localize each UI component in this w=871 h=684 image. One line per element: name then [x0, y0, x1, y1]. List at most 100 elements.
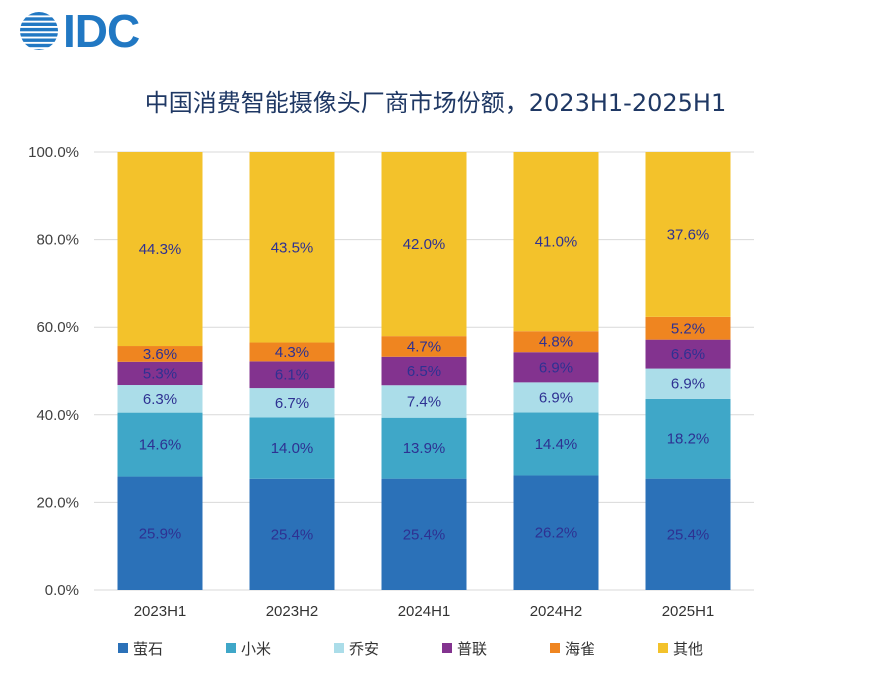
legend-item: 普联 — [442, 640, 487, 658]
y-tick-label: 80.0% — [36, 232, 79, 249]
legend-label: 萤石 — [133, 640, 163, 658]
data-label: 18.2% — [667, 431, 710, 448]
x-tick-label: 2023H2 — [266, 603, 319, 620]
bar-stack: 26.2% 14.4% 6.9% 6.9% 4.8% 41.0% — [513, 152, 599, 590]
legend-item: 萤石 — [118, 640, 163, 658]
data-label: 41.0% — [535, 234, 578, 251]
bar-stack: 25.9% 14.6% 6.3% 5.3% 3.6% 44.3% — [117, 152, 203, 590]
data-label: 3.6% — [143, 346, 177, 363]
x-tick-label: 2024H2 — [530, 603, 583, 620]
chart-title: 中国消费智能摄像头厂商市场份额，2023H1-2025H1 — [144, 89, 727, 117]
data-label: 25.4% — [403, 526, 446, 543]
legend-label: 海雀 — [565, 640, 595, 658]
bar-segment — [249, 417, 335, 479]
bar-segment — [117, 346, 203, 362]
y-tick-label: 40.0% — [36, 407, 79, 424]
bar-segment — [249, 388, 335, 418]
legend-swatch — [118, 643, 128, 653]
data-label: 26.2% — [535, 525, 578, 542]
bar-segment — [645, 339, 731, 369]
data-label: 6.1% — [275, 367, 309, 384]
legend-item: 乔安 — [334, 640, 379, 658]
data-label: 44.3% — [139, 241, 182, 258]
bar-segment — [249, 342, 335, 362]
data-label: 42.0% — [403, 236, 446, 253]
bar-segment — [645, 478, 731, 590]
legend-swatch — [442, 643, 452, 653]
data-label: 14.6% — [139, 437, 182, 454]
bar-stack: 25.4% 13.9% 7.4% 6.5% 4.7% 42.0% — [381, 152, 467, 590]
legend: 萤石 小米 乔安 普联 海雀 其他 — [118, 640, 703, 658]
data-label: 13.9% — [403, 440, 446, 457]
bar-segment — [381, 336, 467, 357]
bar-segment — [117, 385, 203, 413]
x-axis: 2023H1 2023H2 2024H1 2024H2 2025H1 — [134, 603, 715, 620]
x-tick-label: 2025H1 — [662, 603, 715, 620]
legend-label: 其他 — [673, 640, 703, 658]
data-label: 6.9% — [539, 389, 573, 406]
legend-swatch — [658, 643, 668, 653]
bar-segment — [645, 398, 731, 479]
bar-segment — [381, 478, 467, 590]
bar-segment — [381, 152, 467, 337]
y-tick-label: 100.0% — [28, 144, 79, 161]
data-label: 5.3% — [143, 365, 177, 382]
data-label: 6.9% — [539, 359, 573, 376]
data-label: 37.6% — [667, 226, 710, 243]
bars: 25.9% 14.6% 6.3% 5.3% 3.6% 44.3% 25.4% 14.0% 6.7… — [117, 152, 731, 590]
legend-swatch — [226, 643, 236, 653]
y-tick-label: 20.0% — [36, 494, 79, 511]
legend-label: 普联 — [457, 640, 487, 658]
bar-segment — [249, 152, 335, 343]
data-label: 6.7% — [275, 395, 309, 412]
logo-text: IDC — [63, 5, 140, 57]
data-label: 6.9% — [671, 376, 705, 393]
data-label: 4.7% — [407, 338, 441, 355]
x-tick-label: 2024H1 — [398, 603, 451, 620]
y-tick-label: 0.0% — [45, 582, 79, 599]
y-tick-label: 60.0% — [36, 319, 79, 336]
data-label: 14.4% — [535, 436, 578, 453]
data-label: 5.2% — [671, 320, 705, 337]
bar-segment — [117, 412, 203, 477]
bar-segment — [513, 331, 599, 353]
bar-segment — [381, 385, 467, 418]
data-label: 25.4% — [271, 526, 314, 543]
data-label: 7.4% — [407, 393, 441, 410]
legend-label: 小米 — [241, 640, 271, 658]
bar-segment — [645, 316, 731, 340]
bar-segment — [513, 382, 599, 413]
bar-segment — [645, 368, 731, 399]
x-tick-label: 2023H1 — [134, 603, 187, 620]
data-label: 6.5% — [407, 363, 441, 380]
bar-segment — [117, 152, 203, 347]
legend-label: 乔安 — [349, 640, 379, 658]
bar-segment — [645, 152, 731, 317]
legend-item: 其他 — [658, 640, 703, 658]
bar-stack: 25.4% 18.2% 6.9% 6.6% 5.2% 37.6% — [645, 152, 731, 590]
bar-segment — [381, 417, 467, 479]
legend-item: 小米 — [226, 640, 271, 658]
legend-swatch — [550, 643, 560, 653]
data-label: 14.0% — [271, 440, 314, 457]
bar-segment — [381, 356, 467, 386]
y-axis: 0.0% 20.0% 40.0% 60.0% 80.0% 100.0% — [28, 144, 79, 599]
bar-segment — [513, 152, 599, 332]
bar-segment — [513, 412, 599, 476]
data-label: 4.3% — [275, 344, 309, 361]
data-label: 25.4% — [667, 526, 710, 543]
legend-item: 海雀 — [550, 640, 595, 658]
bar-segment — [249, 361, 335, 389]
bar-segment — [249, 478, 335, 590]
data-label: 4.8% — [539, 334, 573, 351]
bar-segment — [513, 475, 599, 590]
bar-segment — [513, 352, 599, 383]
data-label: 6.6% — [671, 346, 705, 363]
bar-stack: 25.4% 14.0% 6.7% 6.1% 4.3% 43.5% — [249, 152, 335, 590]
globe-icon — [20, 12, 58, 50]
data-label: 6.3% — [143, 391, 177, 408]
bar-segment — [117, 476, 203, 590]
idc-logo: IDC — [19, 5, 140, 57]
